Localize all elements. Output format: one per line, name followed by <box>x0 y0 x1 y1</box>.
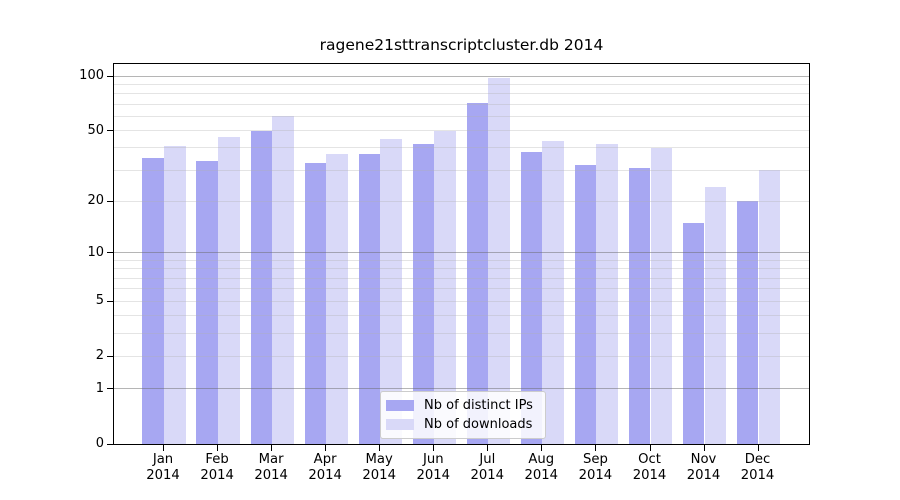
bar-nb-of-downloads-oct <box>650 147 673 444</box>
legend-label: Nb of downloads <box>424 416 533 432</box>
bar-nb-of-distinct-ips-may <box>358 153 381 444</box>
bars-layer <box>114 64 809 444</box>
gridline-minor-3 <box>114 333 809 334</box>
bar-nb-of-downloads-feb <box>218 137 240 444</box>
xtick-label-sep: Sep 2014 <box>578 452 613 483</box>
xtick-mark-sep <box>595 445 597 451</box>
gridline-minor-50 <box>114 130 809 131</box>
gridline-minor-5 <box>114 300 809 302</box>
gridline-minor-2 <box>114 355 809 357</box>
xtick-label-jul: Jul 2014 <box>470 452 505 483</box>
bar-nb-of-distinct-ips-apr <box>304 162 327 444</box>
gridline-minor-7 <box>114 277 809 279</box>
xtick-label-jan: Jan 2014 <box>146 452 180 483</box>
ytick-mark-20 <box>107 200 113 202</box>
bar-nb-of-downloads-nov <box>704 187 727 444</box>
ytick-mark-100 <box>107 75 113 77</box>
bar-nb-of-distinct-ips-aug <box>520 151 543 444</box>
ytick-mark-50 <box>107 130 113 131</box>
xtick-label-feb: Feb 2014 <box>200 452 234 483</box>
bar-nb-of-downloads-jun <box>434 130 456 444</box>
gridline-minor-30 <box>114 169 809 171</box>
legend-item-nb-of-distinct-ips: Nb of distinct IPs <box>386 396 540 415</box>
gridline-minor-9 <box>114 259 809 261</box>
ytick-mark-2 <box>107 355 113 357</box>
bar-nb-of-downloads-sep <box>596 144 618 444</box>
bar-nb-of-downloads-aug <box>542 140 564 444</box>
gridline-minor-70 <box>114 103 809 105</box>
plot-area <box>113 63 810 445</box>
xtick-mark-may <box>379 445 381 451</box>
bar-nb-of-distinct-ips-feb <box>196 160 218 444</box>
ytick-mark-1 <box>107 388 113 390</box>
bar-nb-of-downloads-mar <box>272 116 294 444</box>
legend-item-nb-of-downloads: Nb of downloads <box>386 415 540 434</box>
bar-nb-of-downloads-jan <box>164 146 186 444</box>
gridline-minor-90 <box>114 83 809 85</box>
ytick-label-5: 5 <box>95 293 104 309</box>
legend-label: Nb of distinct IPs <box>424 397 533 413</box>
bar-nb-of-distinct-ips-jun <box>412 144 435 444</box>
gridline-major-10 <box>114 252 809 254</box>
xtick-mark-jul <box>487 445 489 451</box>
xtick-label-mar: Mar 2014 <box>254 452 288 483</box>
gridline-minor-8 <box>114 268 809 270</box>
xtick-label-apr: Apr 2014 <box>308 452 342 483</box>
legend-swatch-nb-of-distinct-ips <box>386 400 414 411</box>
xtick-mark-feb <box>217 445 219 451</box>
ytick-label-1: 1 <box>95 380 104 396</box>
gridline-minor-40 <box>114 147 809 149</box>
ytick-mark-10 <box>107 252 113 254</box>
xtick-label-dec: Dec 2014 <box>740 452 775 483</box>
bar-nb-of-distinct-ips-sep <box>574 165 597 444</box>
xtick-mark-jun <box>433 445 435 451</box>
xtick-mark-jan <box>163 445 164 451</box>
grid-layer <box>114 64 809 444</box>
legend: Nb of distinct IPs Nb of downloads <box>380 391 546 439</box>
ytick-label-10: 10 <box>87 244 104 260</box>
xtick-mark-apr <box>325 445 327 451</box>
xtick-label-oct: Oct 2014 <box>632 452 667 483</box>
bar-nb-of-distinct-ips-dec <box>736 201 759 444</box>
xtick-label-aug: Aug 2014 <box>524 452 559 483</box>
xtick-label-may: May 2014 <box>362 452 396 483</box>
gridline-major-100 <box>114 75 809 77</box>
gridline-minor-20 <box>114 200 809 202</box>
bar-nb-of-downloads-dec <box>758 170 781 444</box>
xtick-mark-nov <box>703 445 705 451</box>
xtick-mark-mar <box>271 445 273 451</box>
xtick-mark-aug <box>541 445 543 451</box>
bar-nb-of-downloads-jul <box>488 78 510 444</box>
gridline-minor-4 <box>114 315 809 317</box>
ytick-label-50: 50 <box>87 122 104 138</box>
bar-nb-of-downloads-apr <box>326 153 348 444</box>
gridline-major-1 <box>114 388 809 390</box>
chart-title: ragene21sttranscriptcluster.db 2014 <box>319 36 604 54</box>
ytick-mark-0 <box>107 443 113 445</box>
xtick-label-jun: Jun 2014 <box>416 452 451 483</box>
gridline-minor-6 <box>114 288 809 290</box>
gridline-minor-80 <box>114 93 809 95</box>
bar-nb-of-distinct-ips-jan <box>142 158 164 444</box>
xtick-label-nov: Nov 2014 <box>686 452 721 483</box>
xtick-mark-dec <box>757 445 759 451</box>
bar-nb-of-distinct-ips-mar <box>250 130 273 444</box>
ytick-label-2: 2 <box>95 348 104 364</box>
gridline-minor-60 <box>114 115 809 117</box>
xtick-mark-oct <box>649 445 651 451</box>
bar-nb-of-distinct-ips-oct <box>628 167 651 444</box>
ytick-label-20: 20 <box>87 193 104 209</box>
ytick-label-0: 0 <box>95 436 104 451</box>
ytick-label-100: 100 <box>79 68 104 83</box>
legend-swatch-nb-of-downloads <box>386 419 414 430</box>
bar-nb-of-distinct-ips-jul <box>466 103 489 444</box>
ytick-mark-5 <box>107 300 113 302</box>
bar-nb-of-downloads-may <box>380 138 402 444</box>
